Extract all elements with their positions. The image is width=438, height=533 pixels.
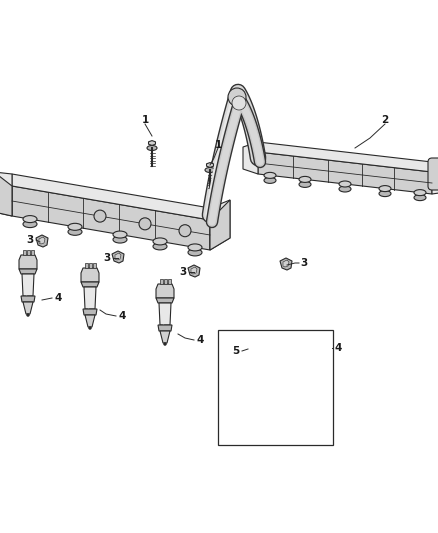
Polygon shape	[0, 172, 12, 216]
Ellipse shape	[188, 249, 202, 256]
Polygon shape	[92, 263, 95, 268]
Polygon shape	[84, 287, 96, 309]
Polygon shape	[19, 255, 37, 269]
Polygon shape	[159, 279, 162, 284]
Polygon shape	[39, 237, 45, 244]
Polygon shape	[163, 279, 166, 284]
FancyBboxPatch shape	[428, 158, 438, 190]
Polygon shape	[258, 142, 432, 172]
Polygon shape	[12, 174, 210, 220]
Ellipse shape	[379, 185, 391, 191]
Text: 2: 2	[381, 115, 389, 125]
Polygon shape	[256, 339, 260, 345]
Text: 4: 4	[334, 343, 342, 353]
Polygon shape	[36, 235, 48, 247]
Polygon shape	[159, 303, 171, 325]
Ellipse shape	[153, 243, 167, 250]
Circle shape	[179, 225, 191, 237]
Polygon shape	[210, 200, 230, 250]
Ellipse shape	[339, 181, 351, 187]
Polygon shape	[252, 339, 255, 345]
Ellipse shape	[339, 186, 351, 192]
Polygon shape	[88, 263, 92, 268]
Ellipse shape	[23, 215, 37, 223]
Ellipse shape	[68, 228, 82, 235]
Circle shape	[232, 96, 246, 110]
Polygon shape	[81, 282, 99, 287]
Ellipse shape	[113, 236, 127, 243]
Ellipse shape	[23, 221, 37, 228]
Polygon shape	[81, 268, 99, 282]
Circle shape	[163, 343, 166, 345]
Polygon shape	[210, 200, 230, 250]
Polygon shape	[283, 260, 289, 267]
Polygon shape	[23, 302, 33, 314]
Polygon shape	[148, 141, 155, 146]
Ellipse shape	[299, 181, 311, 188]
Polygon shape	[432, 162, 438, 194]
Polygon shape	[22, 250, 25, 255]
Text: 4: 4	[54, 293, 62, 303]
Polygon shape	[243, 142, 258, 174]
Polygon shape	[0, 172, 12, 216]
Text: 3: 3	[300, 258, 307, 268]
Polygon shape	[85, 263, 88, 268]
Polygon shape	[156, 298, 174, 303]
Polygon shape	[12, 186, 210, 250]
Polygon shape	[188, 265, 200, 277]
Polygon shape	[83, 309, 97, 315]
Circle shape	[94, 210, 106, 222]
Polygon shape	[112, 251, 124, 263]
Ellipse shape	[153, 238, 167, 245]
Text: 3: 3	[26, 235, 34, 245]
Polygon shape	[167, 279, 170, 284]
Polygon shape	[21, 296, 35, 302]
Text: 4: 4	[118, 311, 126, 321]
Polygon shape	[22, 274, 34, 296]
Ellipse shape	[188, 244, 202, 251]
Ellipse shape	[205, 167, 215, 173]
Polygon shape	[280, 258, 292, 270]
Polygon shape	[31, 250, 33, 255]
Polygon shape	[19, 269, 37, 274]
Polygon shape	[247, 361, 268, 367]
Polygon shape	[156, 284, 174, 298]
Ellipse shape	[379, 191, 391, 197]
Text: 4: 4	[196, 335, 204, 345]
Polygon shape	[250, 392, 266, 399]
Ellipse shape	[68, 223, 82, 230]
Ellipse shape	[264, 177, 276, 183]
Text: 1: 1	[214, 140, 222, 150]
Text: 1: 1	[141, 115, 148, 125]
Text: 3: 3	[103, 253, 111, 263]
Polygon shape	[191, 267, 197, 274]
Polygon shape	[160, 331, 170, 343]
Polygon shape	[252, 399, 264, 413]
Circle shape	[228, 88, 246, 106]
Ellipse shape	[414, 190, 426, 196]
Text: 3: 3	[180, 267, 187, 277]
Polygon shape	[251, 367, 265, 392]
Polygon shape	[207, 163, 213, 167]
Circle shape	[27, 313, 29, 317]
Polygon shape	[247, 345, 268, 361]
Polygon shape	[115, 253, 121, 260]
Polygon shape	[258, 152, 432, 194]
Polygon shape	[85, 315, 95, 327]
Ellipse shape	[414, 195, 426, 200]
Polygon shape	[261, 339, 264, 345]
Polygon shape	[27, 250, 29, 255]
Circle shape	[256, 412, 260, 416]
Ellipse shape	[264, 172, 276, 179]
Ellipse shape	[299, 176, 311, 182]
Circle shape	[88, 327, 92, 329]
Polygon shape	[158, 325, 172, 331]
Text: 5: 5	[233, 346, 240, 356]
Ellipse shape	[147, 146, 157, 150]
Circle shape	[139, 218, 151, 230]
Ellipse shape	[113, 231, 127, 238]
FancyBboxPatch shape	[218, 330, 333, 445]
